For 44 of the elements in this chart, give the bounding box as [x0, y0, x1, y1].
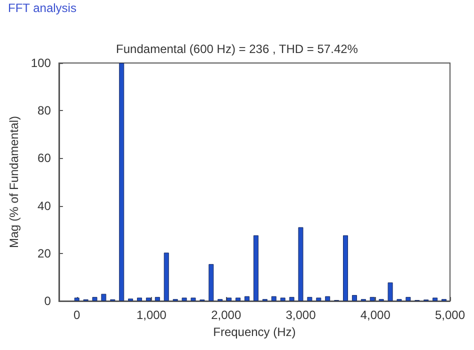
bar	[236, 298, 241, 301]
bar	[146, 298, 151, 301]
bar	[352, 295, 357, 301]
bar	[190, 298, 196, 301]
bar	[307, 296, 312, 301]
bar	[271, 296, 276, 301]
y-axis-title: Mag (% of Fundamental)	[7, 116, 21, 248]
text: FFT analysis	[8, 1, 76, 15]
y-tick-label: 60	[38, 151, 52, 166]
x-tick-label: 3,000	[286, 308, 316, 322]
x-tick-label: 4,000	[360, 308, 391, 322]
bar	[280, 298, 286, 301]
bar	[253, 235, 258, 301]
bar	[406, 296, 411, 301]
bar	[244, 296, 250, 301]
x-tick-label: 1,000	[136, 308, 167, 322]
x-tick-label: 5,000	[434, 308, 466, 322]
bar	[370, 296, 375, 301]
y-tick-label: 0	[44, 294, 52, 308]
bar	[154, 296, 160, 301]
y-tick-label: 100	[30, 56, 52, 70]
bar	[164, 252, 169, 301]
bar	[343, 235, 348, 301]
bar	[388, 282, 393, 301]
bar	[289, 296, 294, 301]
y-tick-label: 80	[38, 104, 52, 118]
x-tick-label: 0	[73, 308, 80, 322]
bar	[316, 298, 322, 301]
bar	[119, 63, 124, 301]
bar	[432, 298, 438, 301]
x-tick-label: 2,000	[211, 308, 242, 322]
bar	[298, 227, 304, 301]
bar	[137, 298, 142, 301]
x-axis-title: Frequency (Hz)	[213, 324, 296, 339]
bar	[74, 298, 80, 301]
bar	[92, 296, 98, 301]
bar	[325, 296, 330, 301]
bar	[226, 298, 232, 301]
bar	[101, 294, 106, 301]
bar	[182, 298, 187, 301]
chart-title: Fundamental (600 Hz) = 236 , THD = 57.42%	[116, 42, 358, 56]
y-tick-label: 40	[38, 198, 52, 213]
bar	[208, 264, 214, 301]
y-tick-label: 20	[38, 246, 52, 260]
